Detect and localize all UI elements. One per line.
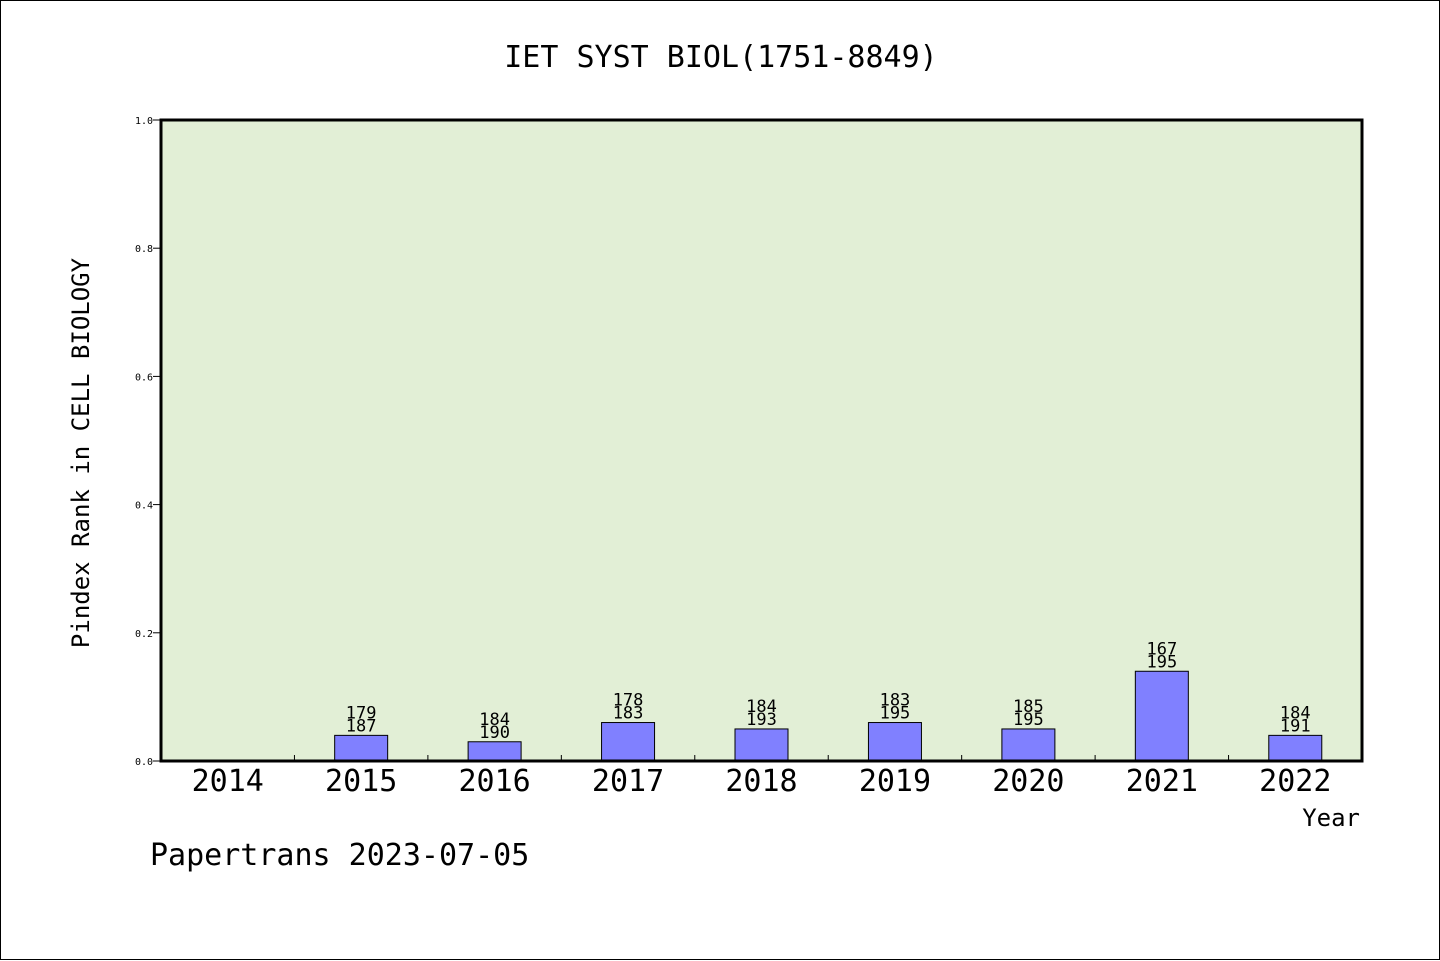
x-tick-label: 2022 xyxy=(1259,764,1331,799)
x-axis-ticks: 2014 2015 2016 2017 2018 2019 2020 2021 2022 xyxy=(192,755,1331,799)
bar-rank-label: 184 xyxy=(479,710,510,730)
y-tick-label: 1.0 xyxy=(135,116,153,127)
bar-total-label: 195 xyxy=(880,704,911,724)
x-tick-label: 2020 xyxy=(992,764,1064,799)
bar-rank-label: 185 xyxy=(1013,697,1044,717)
bar-rank-label: 184 xyxy=(746,697,777,717)
bar-2018 xyxy=(734,728,789,762)
y-axis-label: Pindex Rank in CELL BIOLOGY xyxy=(67,257,95,648)
plot-area xyxy=(161,120,1362,761)
x-tick-label: 2018 xyxy=(725,764,797,799)
x-tick-label: 2021 xyxy=(1126,764,1198,799)
bar-total-label: 190 xyxy=(479,723,510,743)
bar-2019 xyxy=(867,722,922,762)
bar-rank-label: 184 xyxy=(1280,703,1311,723)
bar-2017 xyxy=(601,722,656,762)
bar-total-label: 183 xyxy=(613,704,644,724)
x-tick-label: 2017 xyxy=(592,764,664,799)
y-tick-label: 0.0 xyxy=(135,757,153,768)
bar-2015 xyxy=(334,734,389,762)
bar-rank-label: 183 xyxy=(880,691,911,711)
bar-rank-label: 179 xyxy=(346,703,377,723)
x-tick-label: 2014 xyxy=(192,764,264,799)
bar-rank-label: 178 xyxy=(613,691,644,711)
bar-2022 xyxy=(1268,734,1323,762)
x-tick-label: 2015 xyxy=(325,764,397,799)
bar-2020 xyxy=(1001,728,1056,762)
bar-total-label: 195 xyxy=(1146,652,1177,672)
footer-watermark: Papertrans 2023-07-05 xyxy=(150,838,529,873)
plot-border xyxy=(159,118,1364,763)
x-tick-label: 2016 xyxy=(458,764,530,799)
bar-total-label: 191 xyxy=(1280,716,1311,736)
y-tick-label: 0.6 xyxy=(135,372,153,383)
y-axis-ticks: 0.0 0.2 0.4 0.6 0.8 1.0 xyxy=(135,116,161,768)
bar-total-label: 193 xyxy=(746,710,777,730)
bar-2016 xyxy=(467,741,522,762)
bar-2021 xyxy=(1134,670,1189,762)
y-tick-label: 0.2 xyxy=(135,629,153,640)
bar-total-label: 195 xyxy=(1013,710,1044,730)
bar-total-label: 187 xyxy=(346,716,377,736)
bars-group xyxy=(334,670,1323,762)
chart-title: IET SYST BIOL(1751-8849) xyxy=(504,40,937,75)
y-tick-label: 0.4 xyxy=(135,501,153,512)
x-tick-label: 2019 xyxy=(859,764,931,799)
x-axis-label: Year xyxy=(1302,804,1360,832)
y-tick-label: 0.8 xyxy=(135,244,153,255)
bar-rank-label: 167 xyxy=(1146,639,1177,659)
